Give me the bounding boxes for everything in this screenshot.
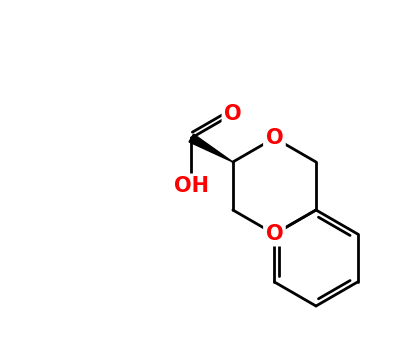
Text: O: O [224,104,242,124]
Text: O: O [266,224,283,244]
Text: O: O [266,128,283,148]
Text: OH: OH [174,176,209,196]
Polygon shape [189,134,233,162]
